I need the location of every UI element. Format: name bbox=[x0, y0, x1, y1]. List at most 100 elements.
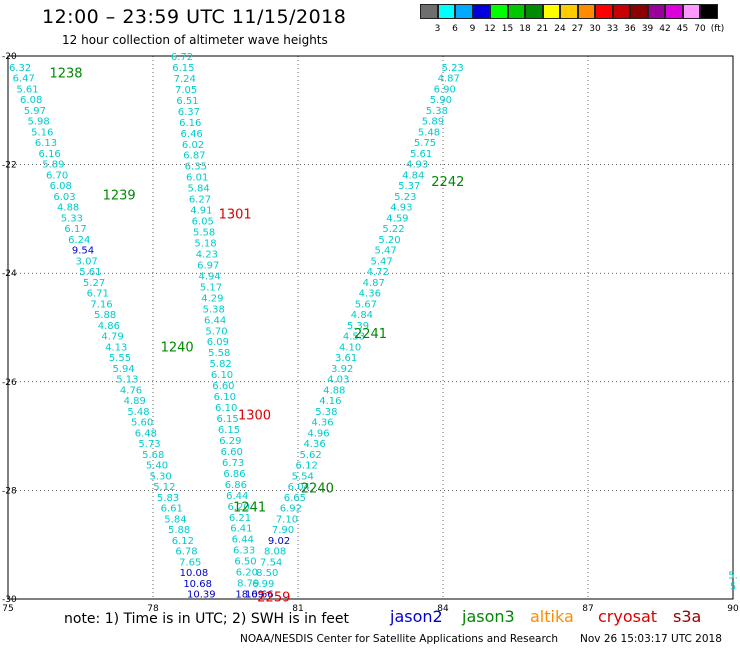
wave-height-value: 6.12 bbox=[172, 536, 194, 547]
wave-height-value: 6.47 bbox=[13, 74, 35, 85]
legend-swatch bbox=[577, 4, 595, 19]
wave-height-value: 5.20 bbox=[378, 235, 400, 246]
wave-height-value: 4.84 bbox=[402, 170, 424, 181]
time-label: 1301 bbox=[219, 207, 252, 222]
time-label: 2242 bbox=[431, 175, 464, 190]
wave-height-value: 10.68 bbox=[183, 579, 212, 590]
wave-height-value: 6.70 bbox=[46, 170, 68, 181]
wave-height-value: 4.87 bbox=[363, 278, 385, 289]
wave-height-value: 5.38 bbox=[426, 106, 448, 117]
time-labels: 1238 1239 1240 1241 1301 1300 2259 2242 2241 2240 bbox=[49, 66, 464, 605]
wave-height-value: 4.88 bbox=[57, 203, 79, 214]
y-tick-label: -30 bbox=[2, 595, 17, 605]
wave-height-value: 5.30 bbox=[150, 471, 172, 482]
wave-height-value: 4.93 bbox=[390, 203, 412, 214]
wave-height-value: 4.13 bbox=[105, 342, 127, 353]
legend-label: 6 bbox=[452, 24, 458, 34]
wave-height-value: 4.36 bbox=[359, 289, 381, 300]
wave-height-value: 5.54 bbox=[292, 471, 314, 482]
legend-swatch bbox=[630, 4, 648, 19]
wave-height-value: 10.39 bbox=[187, 590, 216, 601]
wave-height-value: 5.84 bbox=[187, 184, 209, 195]
legend-label: 3 bbox=[434, 24, 441, 34]
wave-height-value: 4.93 bbox=[406, 160, 428, 171]
axis-tick-labels: 75 78 81 84 87 90 -20 -22 -24 -26 -28 -30 bbox=[2, 52, 739, 614]
wave-height-value: 8.50 bbox=[256, 568, 278, 579]
wave-height-value: 6.97 bbox=[197, 260, 219, 271]
legend-label: (ft) bbox=[710, 24, 725, 34]
wave-height-value: 6.71 bbox=[87, 289, 109, 300]
wave-height-value: 5.38 bbox=[315, 407, 337, 418]
legend-swatch bbox=[507, 4, 525, 19]
wave-height-value: 7.65 bbox=[179, 557, 201, 568]
wave-height-value: 5.61 bbox=[410, 149, 432, 160]
wave-height-value: 6.61 bbox=[161, 504, 183, 515]
legend-label: 36 bbox=[624, 24, 636, 34]
wave-height-value: 6.20 bbox=[236, 568, 258, 579]
wave-height-value: 4.29 bbox=[201, 293, 223, 304]
wave-height-value: 5.12 bbox=[153, 482, 175, 493]
wave-height-value: 6.41 bbox=[230, 524, 252, 535]
wave-height-value: 4.53 bbox=[343, 332, 365, 343]
wave-height-value: 6.15 bbox=[216, 414, 238, 425]
wave-height-value: 3.61 bbox=[335, 353, 357, 364]
wave-height-value: 6.60 bbox=[221, 447, 243, 458]
wave-height-value: 5.17 bbox=[200, 282, 222, 293]
plot-frame bbox=[7, 55, 734, 600]
time-label: 2241 bbox=[354, 327, 387, 342]
wave-height-value: 6.15 bbox=[172, 63, 194, 74]
wave-height-value: 6.29 bbox=[219, 436, 241, 447]
wave-height-value: 6.44 bbox=[204, 315, 226, 326]
wave-height-value: 4.91 bbox=[190, 206, 212, 217]
wave-height-value: 4.36 bbox=[311, 418, 333, 429]
wave-height-value: 6.86 bbox=[223, 469, 245, 480]
legend-swatch bbox=[595, 4, 613, 19]
legend-label: 39 bbox=[641, 24, 654, 34]
wave-height-value: 10.66 bbox=[245, 590, 274, 601]
legend-swatch bbox=[472, 4, 490, 19]
wave-height-value: 5.13 bbox=[116, 375, 138, 386]
wave-height-value: 7.90 bbox=[272, 525, 294, 536]
wave-height-value: 6.51 bbox=[176, 96, 198, 107]
wave-height-value: 6.09 bbox=[207, 337, 229, 348]
x-tick-label: 81 bbox=[292, 604, 303, 614]
legend-label: 30 bbox=[589, 24, 601, 34]
wave-height-value: 6.35 bbox=[185, 162, 207, 173]
wave-height-value: 9.54 bbox=[72, 246, 94, 257]
wave-height-value: 6.20 bbox=[227, 502, 249, 513]
wave-height-value: 4.94 bbox=[198, 271, 220, 282]
wave-height-value: 6.65 bbox=[284, 493, 306, 504]
wave-height-value: 6.99 bbox=[252, 579, 274, 590]
wave-height-value: 5.39 bbox=[347, 321, 369, 332]
wave-height-value: 3.07 bbox=[76, 256, 98, 267]
wave-height-value: 6.44 bbox=[232, 535, 254, 546]
legend-label: 24 bbox=[554, 24, 566, 34]
satellite-s3a: s3a bbox=[673, 607, 702, 626]
wave-height-value: 6.10 bbox=[215, 403, 237, 414]
wave-height-value: 6.90 bbox=[434, 84, 456, 95]
footer-note: note: 1) Time is in UTC; 2) SWH is in fe… bbox=[64, 611, 350, 627]
wave-height-value: 5.94 bbox=[113, 364, 135, 375]
wave-height-value: 6.08 bbox=[20, 95, 42, 106]
legend-swatch bbox=[682, 4, 700, 19]
wave-height-value: 6.17 bbox=[64, 224, 86, 235]
wave-height-value: 7.54 bbox=[260, 557, 282, 568]
time-label: 1241 bbox=[233, 501, 266, 516]
legend-label: 12 bbox=[484, 24, 496, 34]
wave-height-value: 6.02 bbox=[182, 140, 204, 151]
wave-height-value: 5.48 bbox=[127, 407, 149, 418]
legend-label: 70 bbox=[694, 24, 706, 34]
wave-height-value: 5.88 bbox=[168, 525, 190, 536]
wave-height-value: 5.88 bbox=[94, 310, 116, 321]
wave-height-value: 4.84 bbox=[351, 310, 373, 321]
wave-height-value: 5.18 bbox=[194, 239, 216, 250]
wave-height-value: 4.36 bbox=[303, 439, 325, 450]
wave-height-value: 5.90 bbox=[430, 95, 452, 106]
wave-height-value: 6.10 bbox=[214, 392, 236, 403]
wave-height-value: 5.67 bbox=[355, 299, 377, 310]
time-label: 2240 bbox=[301, 482, 334, 497]
time-label: 1238 bbox=[49, 66, 82, 81]
wave-height-value: 8.79 bbox=[237, 579, 259, 590]
x-tick-label: 87 bbox=[582, 604, 593, 614]
wave-height-value: 5.23 bbox=[442, 63, 464, 74]
